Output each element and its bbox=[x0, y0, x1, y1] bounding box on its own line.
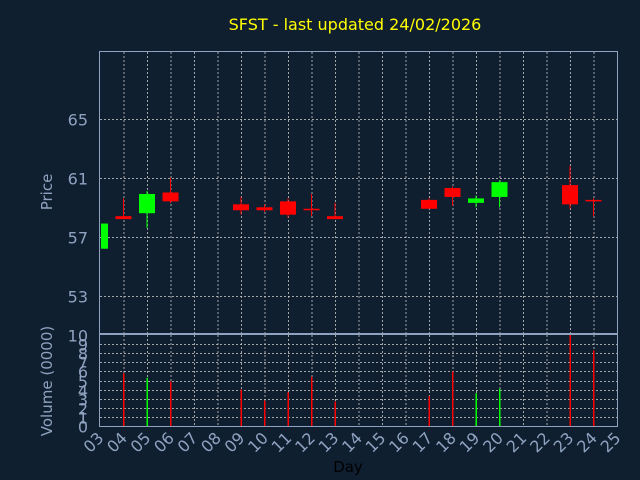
candle-body bbox=[101, 223, 108, 249]
volume-y-tick-label: 0 bbox=[78, 418, 88, 437]
volume-y-tick-label: 3 bbox=[78, 391, 88, 410]
candle-body bbox=[139, 193, 155, 214]
volume-axis-label: Volume (0000) bbox=[38, 326, 56, 436]
candle-body bbox=[233, 204, 249, 211]
candle-body bbox=[327, 216, 343, 220]
x-tick-label: 25 bbox=[597, 428, 625, 456]
candle-body bbox=[115, 216, 132, 220]
candle-body bbox=[303, 208, 320, 211]
x-axis-label: Day bbox=[333, 458, 363, 476]
volume-bars bbox=[123, 335, 595, 426]
price-panel: 53 57 61 65 Price bbox=[38, 51, 618, 334]
price-y-tick-label: 65 bbox=[68, 111, 88, 130]
candle bbox=[585, 198, 602, 217]
candle bbox=[303, 193, 320, 217]
candle-body bbox=[562, 185, 578, 205]
candle-body bbox=[280, 201, 296, 215]
volume-bar bbox=[569, 335, 571, 426]
candle-body bbox=[491, 182, 508, 197]
candle bbox=[162, 177, 179, 203]
candle bbox=[139, 191, 155, 228]
candle bbox=[562, 165, 578, 209]
chart-title: SFST - last updated 24/02/2026 bbox=[229, 15, 482, 34]
candle bbox=[233, 196, 249, 215]
candle-body bbox=[256, 207, 273, 211]
volume-y-tick-label: 1 bbox=[78, 409, 88, 428]
price-y-tick-label: 57 bbox=[68, 229, 88, 248]
candle-body bbox=[162, 192, 179, 202]
candle bbox=[327, 202, 343, 220]
candle bbox=[444, 186, 461, 206]
volume-bar bbox=[240, 389, 242, 426]
price-y-tick-label: 53 bbox=[68, 288, 88, 307]
volume-bar bbox=[499, 388, 501, 426]
volume-y-tick-label: 4 bbox=[78, 382, 88, 401]
volume-bar bbox=[334, 401, 336, 426]
candle-body bbox=[421, 199, 437, 209]
volume-bar bbox=[452, 371, 454, 426]
volume-y-tick-label: 10 bbox=[68, 327, 88, 346]
candle bbox=[280, 198, 296, 218]
volume-bar bbox=[428, 395, 430, 426]
volume-bar bbox=[287, 392, 289, 426]
candle bbox=[491, 180, 508, 208]
volume-bar bbox=[311, 376, 313, 426]
volume-y-tick-label: 6 bbox=[78, 363, 88, 382]
candle-body bbox=[585, 199, 602, 202]
candle bbox=[468, 195, 484, 208]
candlesticks bbox=[101, 165, 602, 249]
price-axis-label: Price bbox=[38, 174, 56, 211]
price-y-ticks: 53 57 61 65 bbox=[68, 111, 88, 307]
x-axis-ticks: 0304050607080910111213141516171819202122… bbox=[80, 428, 625, 456]
volume-gridlines bbox=[100, 335, 617, 426]
candle-body bbox=[468, 198, 484, 203]
volume-y-tick-label: 5 bbox=[78, 373, 88, 392]
volume-bar bbox=[593, 350, 595, 426]
candle bbox=[115, 198, 132, 220]
volume-plot-frame bbox=[99, 334, 618, 427]
candle-body bbox=[444, 188, 461, 197]
candle bbox=[421, 198, 437, 209]
price-y-tick-label: 61 bbox=[68, 170, 88, 189]
volume-bar bbox=[123, 373, 125, 426]
volume-bar bbox=[146, 377, 148, 426]
candle bbox=[101, 223, 108, 249]
volume-y-tick-label: 2 bbox=[78, 400, 88, 419]
volume-y-tick-label: 7 bbox=[78, 354, 88, 373]
volume-y-tick-label: 8 bbox=[78, 345, 88, 364]
volume-bar bbox=[264, 400, 266, 426]
candle bbox=[256, 204, 273, 212]
price-plot-frame bbox=[99, 51, 618, 334]
volume-y-tick-label: 9 bbox=[78, 336, 88, 355]
volume-bar bbox=[475, 393, 477, 426]
volume-bar bbox=[170, 381, 172, 426]
